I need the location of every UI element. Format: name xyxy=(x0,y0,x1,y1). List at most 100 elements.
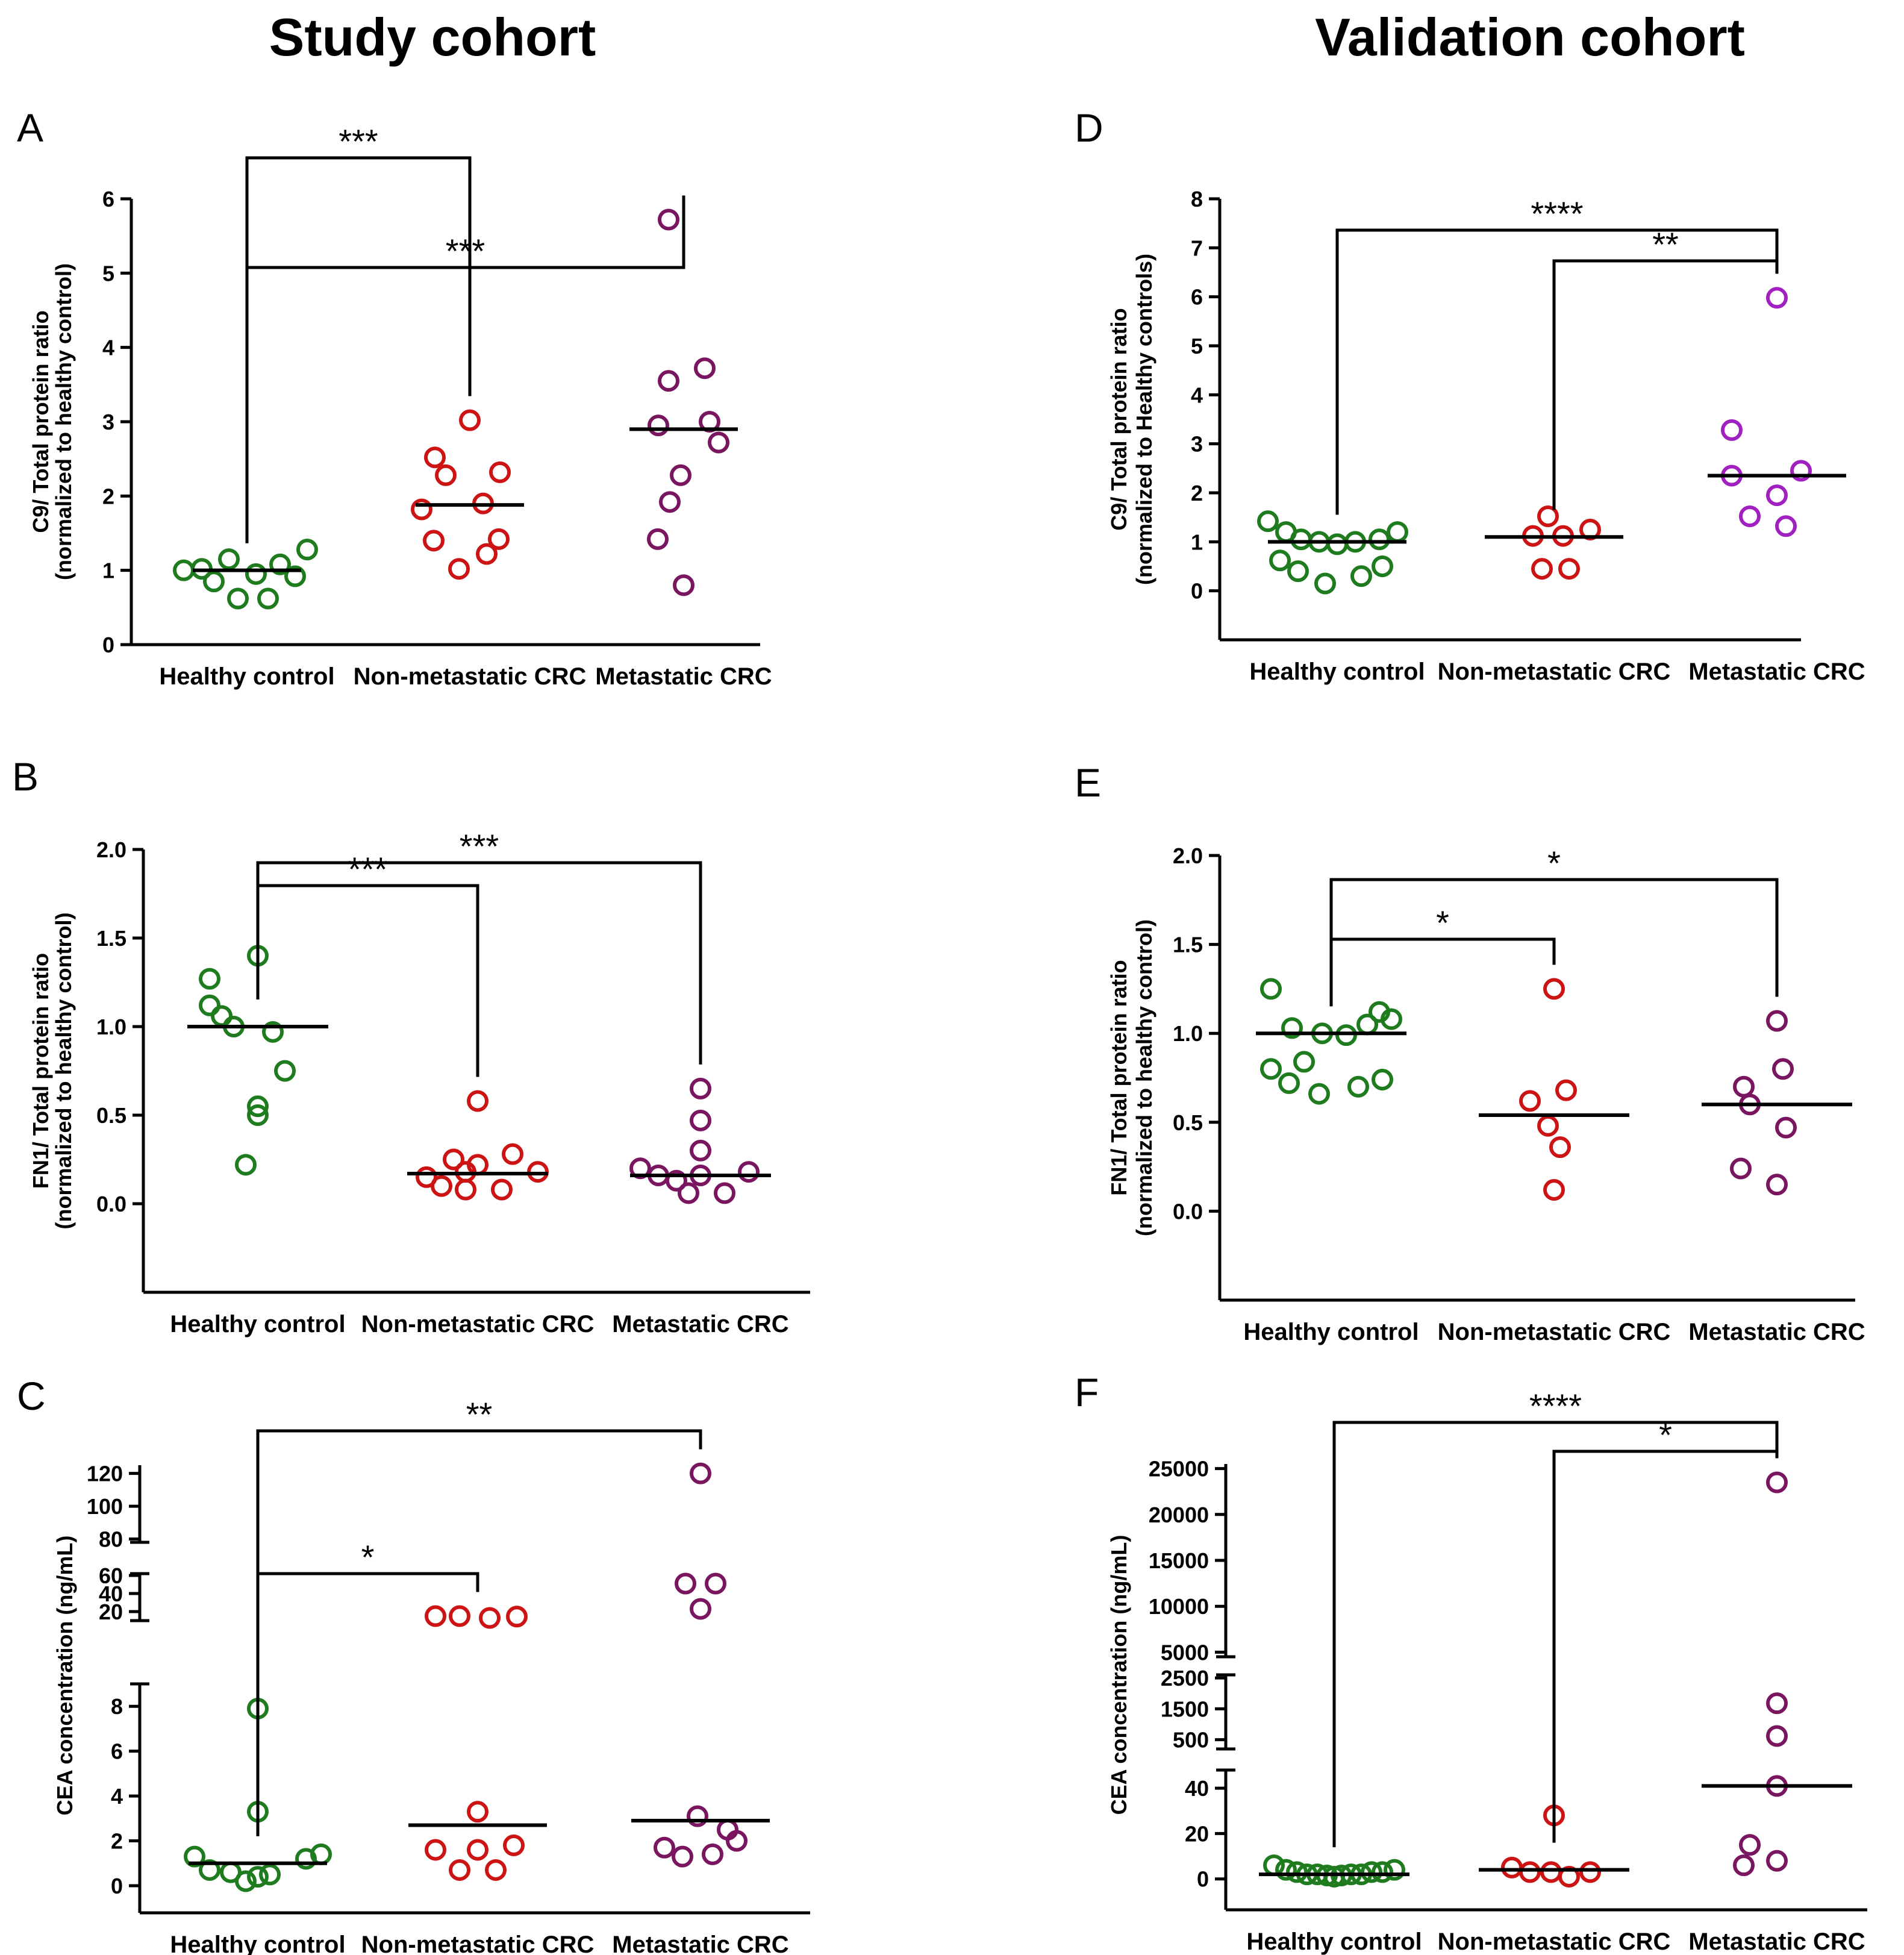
data-point xyxy=(247,1104,269,1126)
x-tick-label: Metastatic CRC xyxy=(1688,658,1865,685)
series-healthy-control xyxy=(1257,510,1408,595)
data-point xyxy=(1347,1075,1369,1098)
data-point xyxy=(675,1572,696,1595)
data-point xyxy=(1369,1001,1390,1023)
panel-label-c: C xyxy=(17,1374,46,1418)
data-point xyxy=(1775,515,1797,537)
y-tick-label: 2.0 xyxy=(1173,843,1203,868)
y-tick-label: 1.0 xyxy=(96,1015,126,1039)
y-tick-label: 1.0 xyxy=(1173,1021,1203,1046)
x-tick-label: Healthy control xyxy=(159,663,334,690)
data-point xyxy=(1549,1136,1571,1159)
y-tick-label: 0 xyxy=(1191,579,1203,604)
x-tick-label: Non-metastatic CRC xyxy=(1438,658,1671,685)
data-point xyxy=(1766,1725,1788,1747)
data-point xyxy=(690,1109,711,1131)
series-non-metastatic-crc xyxy=(1485,505,1623,580)
data-point xyxy=(1730,1157,1752,1180)
y-tick-label: 2 xyxy=(1191,481,1203,505)
y-tick-label: 20 xyxy=(1185,1821,1209,1846)
x-tick-label: Non-metastatic CRC xyxy=(361,1311,595,1337)
data-point xyxy=(1314,572,1336,595)
y-tick-label: 2 xyxy=(111,1829,123,1854)
data-point xyxy=(1372,555,1393,577)
data-point xyxy=(1555,1079,1577,1101)
y-axis-label: (normalized to healthy control) xyxy=(51,912,76,1229)
significance-bracket xyxy=(1329,937,1556,1007)
data-point xyxy=(1290,528,1312,551)
y-axis-label: (normalized to healthy control) xyxy=(1132,919,1156,1236)
data-point xyxy=(491,1178,513,1201)
x-tick-label: Metastatic CRC xyxy=(1688,1928,1865,1955)
y-tick-label: 25000 xyxy=(1149,1457,1209,1481)
data-point xyxy=(1269,549,1291,572)
y-axis-label: (normalized to Healthy controls) xyxy=(1132,254,1156,585)
y-tick-label: 2.0 xyxy=(96,837,126,862)
y-tick-label: 20000 xyxy=(1149,1503,1209,1527)
data-point xyxy=(502,1143,523,1165)
y-tick-label: 120 xyxy=(87,1462,123,1486)
data-point xyxy=(1790,460,1812,482)
series-metastatic-crc xyxy=(629,208,738,596)
data-point xyxy=(1766,1471,1788,1494)
data-point xyxy=(690,1462,711,1484)
y-tick-label: 40 xyxy=(1185,1776,1209,1801)
y-tick-label: 7 xyxy=(1191,236,1203,260)
y-tick-label: 1500 xyxy=(1161,1697,1209,1721)
title-study-cohort: Study cohort xyxy=(269,7,596,67)
data-point xyxy=(648,414,669,437)
data-point xyxy=(690,1139,711,1162)
data-point xyxy=(1369,528,1390,551)
data-point xyxy=(1275,1859,1297,1881)
y-axis-label: C9/ Total protein ratio xyxy=(1107,308,1131,530)
data-point xyxy=(203,571,225,593)
panel-label-f: F xyxy=(1075,1370,1099,1415)
data-point xyxy=(1519,1090,1541,1112)
panel-d: D 0 1 2 3 4 5 6 7 8 C9/ Total protein ratio (normal… xyxy=(1075,105,1865,685)
data-point xyxy=(1772,1058,1794,1080)
data-point xyxy=(1326,533,1348,555)
data-point xyxy=(659,491,681,513)
data-point xyxy=(1537,1115,1559,1137)
data-point xyxy=(274,1060,296,1082)
data-point xyxy=(1293,1051,1315,1073)
y-tick-label: 5 xyxy=(1191,334,1203,358)
data-point xyxy=(690,1598,711,1620)
data-point xyxy=(449,1859,470,1881)
y-tick-label: 15000 xyxy=(1149,1548,1209,1573)
y-tick-label: 4 xyxy=(111,1784,123,1809)
significance-label: * xyxy=(1547,844,1561,882)
panel-b: B 0.0 0.5 1.0 1.5 2.0 FN1/ Total protein ratio… xyxy=(12,754,810,1337)
data-point xyxy=(1372,1861,1393,1883)
data-point xyxy=(1766,1010,1788,1032)
data-point xyxy=(1361,1861,1382,1883)
data-point xyxy=(467,1839,488,1861)
y-tick-label: 2500 xyxy=(1161,1666,1209,1691)
data-point xyxy=(1257,510,1279,533)
y-axis-label: FN1/ Total protein ratio xyxy=(1107,960,1131,1195)
data-point xyxy=(173,559,195,581)
series-metastatic-crc xyxy=(1708,287,1846,537)
data-point xyxy=(1356,1013,1378,1036)
data-point xyxy=(257,587,279,610)
data-point xyxy=(425,1839,446,1861)
significance-bracket xyxy=(1552,259,1779,510)
y-tick-label: 4 xyxy=(102,336,114,360)
data-point xyxy=(259,1863,281,1886)
data-point xyxy=(1543,978,1565,1000)
y-tick-label: 4 xyxy=(1191,383,1203,407)
series-healthy-control xyxy=(1256,978,1406,1105)
data-point xyxy=(1537,505,1559,528)
y-tick-label: 100 xyxy=(87,1494,123,1519)
series-non-metastatic-crc xyxy=(408,1605,547,1881)
data-point xyxy=(296,539,318,561)
y-tick-label: 2 xyxy=(102,484,114,508)
series-non-metastatic-crc xyxy=(1479,978,1629,1201)
data-point xyxy=(1278,1072,1300,1094)
title-validation-cohort: Validation cohort xyxy=(1315,7,1745,67)
data-point xyxy=(702,1843,723,1865)
panel-a: A 0 1 2 3 4 5 6 C9/ Total protein ratio(normaliz… xyxy=(17,105,772,690)
panel-label-e: E xyxy=(1075,760,1101,805)
data-point xyxy=(658,370,679,392)
